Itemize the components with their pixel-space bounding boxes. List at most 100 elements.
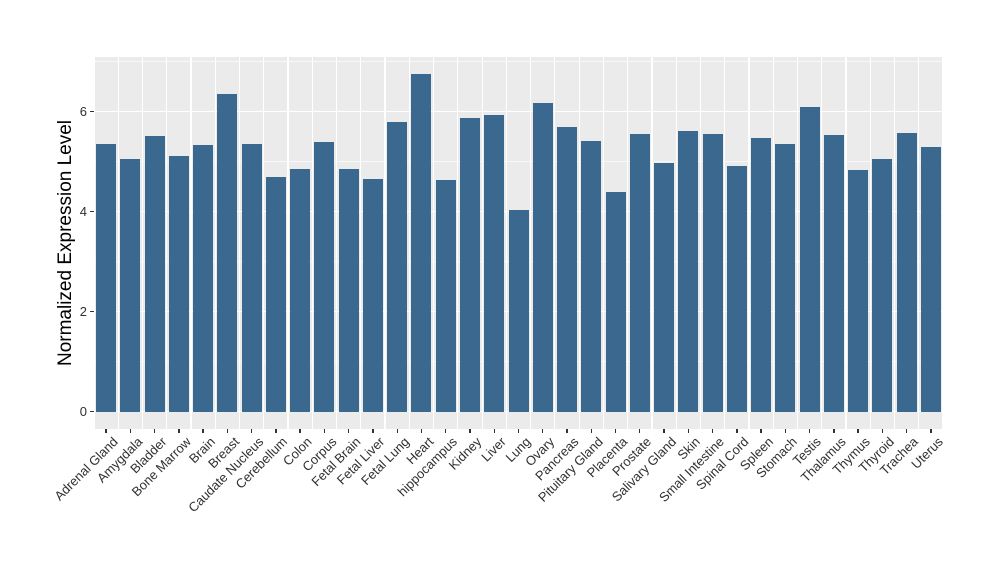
gridline-v	[190, 57, 192, 429]
x-tick	[299, 429, 301, 433]
x-tick	[250, 429, 253, 433]
bar	[726, 165, 747, 412]
gridline-minor-h	[94, 61, 943, 63]
y-tick-label: 2	[79, 304, 87, 320]
bar	[678, 130, 699, 412]
gridline-v	[675, 57, 677, 429]
x-tick	[784, 429, 787, 433]
gridline-v	[408, 57, 410, 429]
gridline-v	[869, 57, 871, 429]
x-tick	[736, 429, 738, 433]
bar	[848, 169, 869, 412]
gridline-v	[141, 57, 144, 429]
x-tick	[881, 429, 884, 433]
gridline-v	[287, 57, 289, 429]
bar	[484, 114, 505, 412]
gridline-v	[263, 57, 265, 429]
bar	[338, 168, 359, 412]
bar	[872, 158, 893, 412]
gridline-v	[699, 57, 702, 429]
bar	[751, 137, 772, 412]
x-tick	[930, 429, 932, 433]
bar	[290, 168, 311, 412]
bar	[823, 135, 844, 412]
x-tick	[493, 429, 495, 433]
bar	[532, 102, 553, 412]
bar	[605, 191, 626, 412]
x-tick	[445, 429, 447, 433]
x-tick	[469, 429, 471, 433]
gridline-v	[602, 57, 604, 429]
x-tick	[857, 429, 859, 433]
y-tick	[89, 411, 94, 413]
x-tick	[517, 429, 520, 433]
gridline-v	[748, 57, 750, 429]
bar	[435, 179, 456, 412]
x-tick	[614, 429, 617, 433]
gridline-v	[821, 57, 823, 429]
gridline-v	[335, 57, 338, 429]
gridline-v	[457, 57, 459, 429]
y-tick-label: 4	[79, 204, 87, 220]
bar	[120, 159, 141, 412]
gridline-major-h	[94, 110, 943, 113]
gridline-v	[772, 57, 774, 429]
x-tick	[542, 429, 544, 433]
gridline-v	[433, 57, 435, 429]
y-axis-title: Normalized Expression Level	[55, 119, 76, 367]
x-tick	[639, 429, 641, 433]
bar	[702, 133, 723, 412]
gridline-minor-h	[94, 161, 943, 163]
y-tick	[89, 211, 94, 213]
bar	[387, 122, 408, 412]
bar	[557, 126, 577, 412]
x-tick	[153, 429, 156, 433]
x-tick	[178, 429, 180, 433]
gridline-v	[94, 57, 95, 429]
bar	[96, 143, 117, 412]
gridline-v	[505, 57, 507, 429]
gridline-v	[942, 57, 943, 429]
y-tick	[89, 311, 94, 313]
bar	[193, 145, 214, 412]
bar	[508, 210, 529, 412]
gridline-v	[724, 57, 726, 429]
bar	[459, 117, 480, 412]
gridline-v	[578, 57, 580, 429]
gridline-v	[360, 57, 362, 429]
gridline-v	[166, 57, 168, 429]
bar	[241, 144, 262, 412]
x-tick	[396, 429, 398, 433]
gridline-v	[845, 57, 847, 429]
gridline-major-h	[94, 410, 943, 413]
x-tick	[687, 429, 689, 433]
x-tick	[202, 429, 204, 433]
y-tick-label: 6	[79, 104, 87, 120]
bar	[217, 93, 238, 412]
bar	[168, 155, 189, 412]
bar	[799, 107, 820, 412]
gridline-v	[238, 57, 241, 429]
gridline-v	[796, 57, 799, 429]
x-tick	[348, 429, 350, 433]
x-tick	[105, 429, 107, 433]
gridline-v	[554, 57, 556, 429]
gridline-v	[918, 57, 920, 429]
gridline-v	[651, 57, 653, 429]
gridline-v	[481, 57, 483, 429]
bar	[654, 163, 675, 412]
bar	[775, 143, 796, 412]
x-tick-label: Liver	[478, 433, 509, 465]
bar	[144, 135, 165, 412]
gridline-v	[627, 57, 629, 429]
gridline-v	[893, 57, 896, 429]
bar	[896, 133, 917, 412]
x-tick	[226, 429, 229, 433]
x-tick	[275, 429, 277, 433]
gridline-v	[384, 57, 386, 429]
gridline-v	[530, 57, 532, 429]
bar	[920, 146, 941, 412]
y-tick	[89, 111, 94, 113]
x-tick	[323, 429, 326, 433]
gridline-v	[311, 57, 313, 429]
